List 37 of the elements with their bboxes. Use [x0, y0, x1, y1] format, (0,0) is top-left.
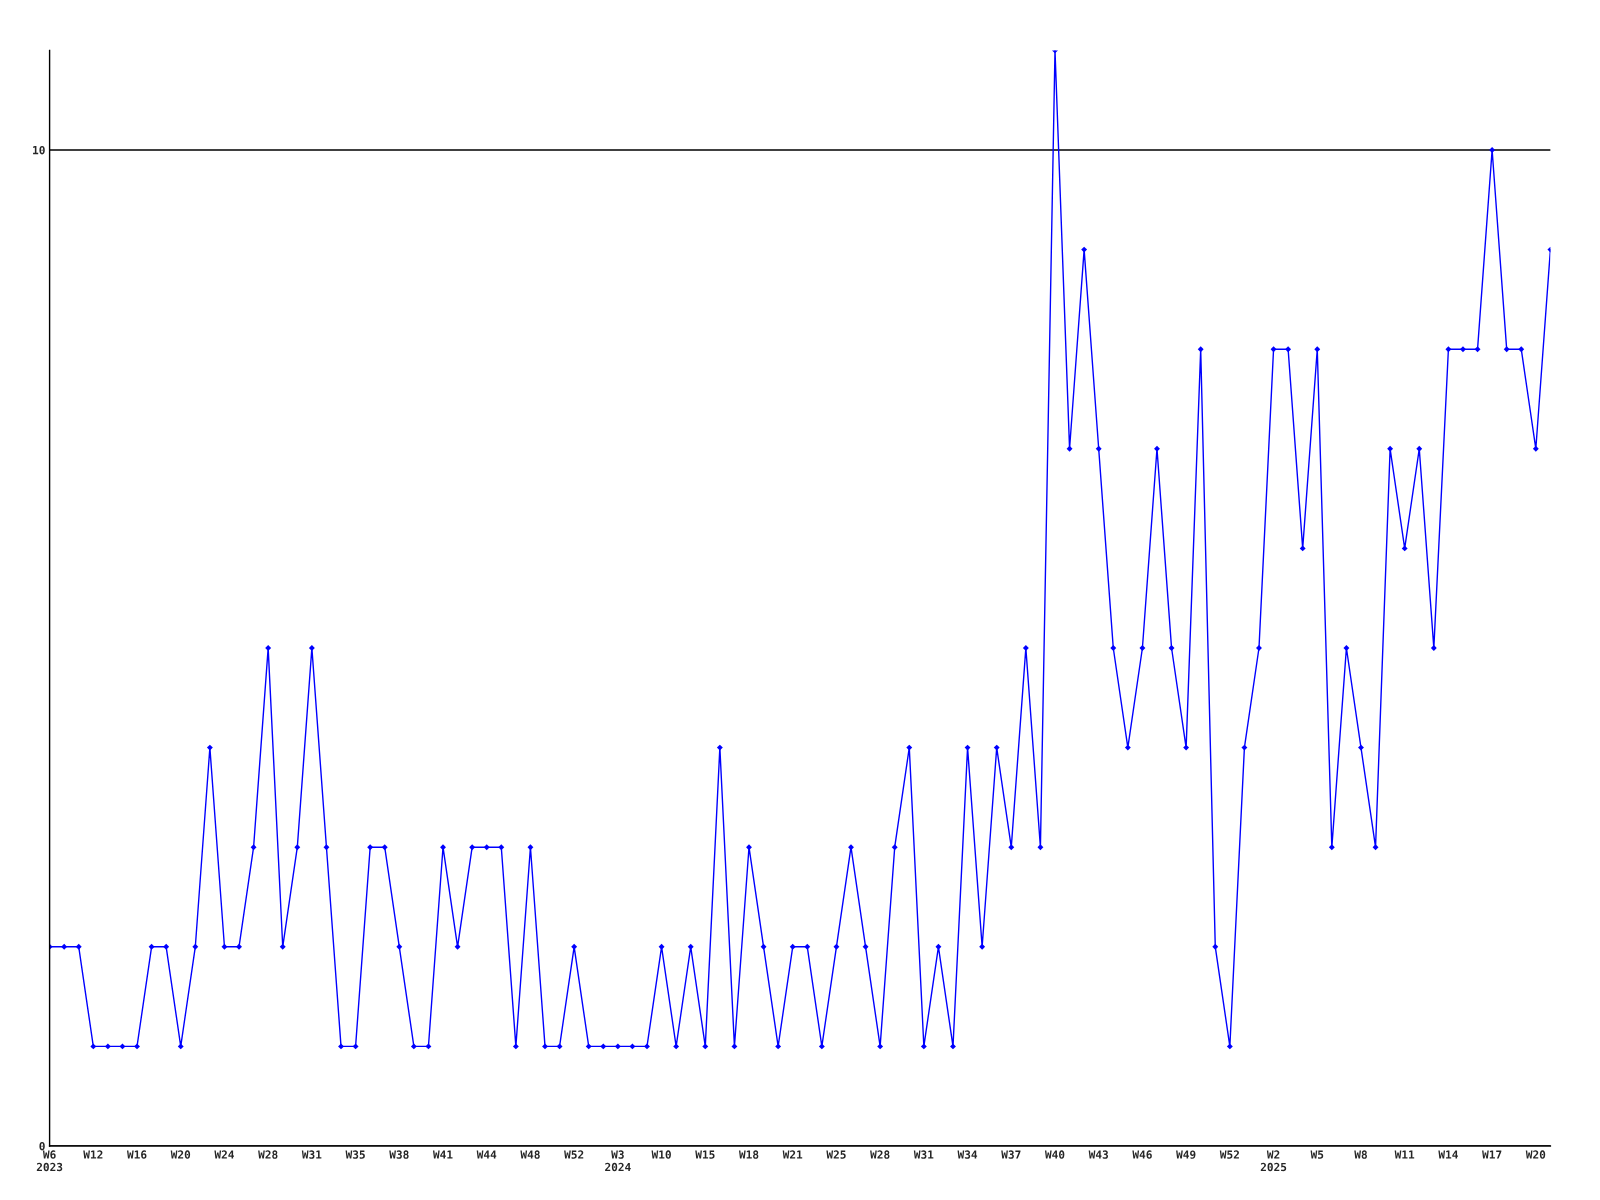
- x-tick-label: W11: [1394, 1150, 1415, 1159]
- x-tick-label: W12: [83, 1150, 103, 1159]
- x-tick-label: W41: [432, 1150, 453, 1159]
- x-tick-label: W14: [1438, 1150, 1458, 1159]
- x-tick-label: W8: [1354, 1150, 1367, 1159]
- x-tick-label: W43: [1088, 1150, 1109, 1159]
- x-tick-label: W28: [870, 1150, 890, 1159]
- x-tick-label: W2 2025: [1260, 1150, 1287, 1172]
- x-tick-label: W18: [738, 1150, 759, 1159]
- x-tick-label: W16: [126, 1150, 147, 1159]
- x-tick-label: W34: [957, 1150, 978, 1159]
- x-tick-label: W44: [476, 1150, 497, 1159]
- x-tick-label: W52: [564, 1150, 584, 1159]
- x-tick-label: W3 2024: [605, 1150, 631, 1172]
- x-tick-label: W48: [520, 1150, 540, 1159]
- x-tick-label: W15: [695, 1150, 715, 1159]
- x-tick-label: W10: [651, 1150, 671, 1159]
- x-tick-label: W38: [389, 1150, 409, 1159]
- x-tick-label: W49: [1176, 1150, 1196, 1159]
- x-tick-label: W20: [170, 1150, 191, 1159]
- x-tick-label: W28: [258, 1150, 278, 1159]
- x-tick-label: W25: [826, 1150, 846, 1159]
- x-tick-label: W5: [1310, 1150, 1324, 1159]
- x-tick-label: W31: [301, 1150, 322, 1159]
- y-tick-label: 10: [33, 145, 45, 155]
- x-tick-label: W6 2023: [36, 1150, 63, 1172]
- x-tick-label: W31: [913, 1150, 934, 1159]
- x-tick-label: W40: [1044, 1150, 1065, 1159]
- x-tick-label: W37: [1001, 1150, 1021, 1159]
- x-tick-label: W24: [214, 1150, 234, 1159]
- x-tick-label: W17: [1482, 1150, 1502, 1159]
- x-tick-label: W35: [345, 1150, 365, 1159]
- x-tick-label: W21: [782, 1150, 803, 1159]
- x-tick-label: W52: [1219, 1150, 1239, 1159]
- x-tick-label: W46: [1132, 1150, 1152, 1159]
- y-tick-label: 0: [39, 1141, 45, 1151]
- x-tick-label: W20: [1525, 1150, 1546, 1159]
